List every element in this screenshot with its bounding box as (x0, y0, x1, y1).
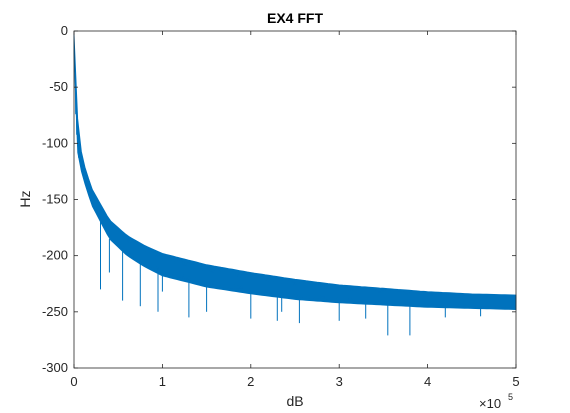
x-tick-label: 0 (70, 374, 77, 389)
y-tick-label: -150 (42, 192, 68, 207)
y-tick-label: -50 (49, 79, 68, 94)
plot-area (74, 31, 516, 368)
x-exponent-power: 5 (508, 392, 513, 402)
x-axis-label: dB (286, 393, 303, 409)
y-tick-label: -200 (42, 248, 68, 263)
chart-title: EX4 FFT (267, 10, 323, 26)
y-tick-label: -300 (42, 360, 68, 375)
y-tick-label: 0 (61, 23, 68, 38)
x-tick-label: 5 (512, 374, 519, 389)
y-axis-label: Hz (17, 190, 33, 207)
x-tick-label: 3 (336, 374, 343, 389)
x-tick-label: 1 (159, 374, 166, 389)
series-line (73, 35, 517, 309)
x-axis: 0 1 2 3 4 5 (70, 31, 520, 389)
x-tick-label: 2 (247, 374, 254, 389)
data-series (73, 33, 517, 336)
x-exponent-base: ×10 (479, 396, 501, 411)
y-axis: 0 -50 -100 -150 -200 -250 -300 (42, 23, 516, 375)
y-tick-label: -100 (42, 135, 68, 150)
x-tick-label: 4 (424, 374, 431, 389)
y-tick-label: -250 (42, 304, 68, 319)
